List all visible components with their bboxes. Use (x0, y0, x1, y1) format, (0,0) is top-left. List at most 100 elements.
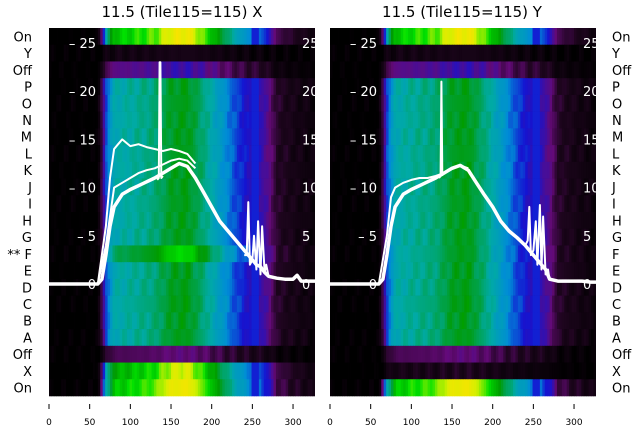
heatmap-cell (163, 329, 167, 347)
heatmap-cell (351, 228, 355, 246)
heatmap-cell (505, 44, 509, 62)
heatmap-cell (530, 178, 533, 196)
heatmap-cell (403, 94, 407, 112)
heatmap-cell (442, 44, 446, 62)
heatmap-cell (430, 228, 433, 246)
heatmap-cell (307, 228, 311, 246)
heatmap-cell (51, 145, 55, 163)
heatmap-cell (107, 362, 111, 380)
heatmap-cell (532, 362, 536, 380)
heatmap-cell (351, 145, 355, 163)
heatmap-cell (124, 145, 128, 163)
heatmap-cell (232, 212, 235, 230)
heatmap-cell (151, 78, 155, 96)
heatmap-cell (56, 195, 60, 213)
series-line-spike (438, 80, 445, 179)
heatmap-cell (290, 128, 294, 146)
heatmap-cell (381, 278, 385, 296)
heatmap-cell (90, 278, 94, 296)
heatmap-cell (476, 44, 480, 62)
heatmap-cell (210, 329, 213, 347)
heatmap-cell (410, 61, 414, 79)
heatmap-cell (400, 312, 404, 330)
heatmap-cell (92, 312, 96, 330)
heatmap-cell (349, 228, 353, 246)
heatmap-cell (359, 111, 363, 129)
heatmap-cell (481, 379, 485, 397)
heatmap-cell (488, 94, 492, 112)
heatmap-cell (185, 278, 189, 296)
heatmap-cell (197, 94, 201, 112)
heatmap-cell (403, 128, 407, 146)
heatmap-cell (227, 78, 230, 96)
heatmap-cell (408, 178, 411, 196)
heatmap-cell (534, 111, 538, 129)
heatmap-cell (288, 178, 291, 196)
heatmap-cell (508, 278, 511, 296)
heatmap-cell (227, 262, 230, 280)
heatmap-cell (156, 278, 160, 296)
heatmap-cell (393, 61, 397, 79)
heatmap-cell (366, 145, 370, 163)
heatmap-cell (395, 161, 399, 179)
heatmap-cell (153, 44, 157, 62)
heatmap-cell (95, 379, 99, 397)
heatmap-cell (271, 128, 274, 146)
heatmap-cell (356, 278, 360, 296)
heatmap-cell (513, 362, 516, 380)
heatmap-cell (559, 94, 563, 112)
heatmap-cell (517, 94, 521, 112)
heatmap-cell (398, 195, 402, 213)
heatmap-cell (342, 379, 346, 397)
heatmap-cell (495, 161, 499, 179)
heatmap-cell (381, 44, 385, 62)
heatmap-cell (408, 78, 411, 96)
heatmap-cell (398, 161, 402, 179)
heatmap-cell (68, 379, 72, 397)
heatmap-cell (124, 128, 128, 146)
heatmap-cell (464, 178, 468, 196)
heatmap-cell (437, 228, 441, 246)
heatmap-cell (444, 128, 448, 146)
heatmap-cell (100, 228, 104, 246)
heatmap-cell (61, 228, 65, 246)
heatmap-cell (469, 145, 472, 163)
heatmap-cell (522, 195, 526, 213)
row-label: L (25, 147, 33, 162)
heatmap-cell (66, 195, 69, 213)
heatmap-cell (78, 111, 82, 129)
heatmap-cell (564, 111, 568, 129)
heatmap-cell (552, 145, 555, 163)
heatmap-cell (478, 312, 482, 330)
heatmap-cell (285, 195, 289, 213)
heatmap-cell (214, 111, 218, 129)
heatmap-cell (66, 345, 69, 363)
heatmap-cell (559, 111, 563, 129)
heatmap-cell (364, 195, 368, 213)
heatmap-cell (251, 128, 255, 146)
heatmap-cell (302, 61, 306, 79)
heatmap-cell (78, 145, 82, 163)
heatmap-cell (288, 329, 291, 347)
heatmap-cell (593, 278, 597, 296)
heatmap-cell (373, 262, 377, 280)
heatmap-cell (400, 245, 404, 263)
heatmap-cell (522, 28, 526, 46)
heatmap-cell (151, 312, 155, 330)
heatmap-cell (461, 212, 465, 230)
heatmap-cell (266, 178, 270, 196)
y-tick-label: – 5 (358, 230, 377, 245)
heatmap-cell (92, 28, 96, 46)
heatmap-cell (393, 94, 397, 112)
heatmap-cell (571, 312, 575, 330)
heatmap-cell (525, 329, 529, 347)
heatmap-cell (256, 128, 260, 146)
heatmap-cell (266, 61, 270, 79)
heatmap-cell (58, 161, 62, 179)
heatmap-cell (442, 128, 446, 146)
heatmap-cell (542, 329, 546, 347)
heatmap-cell (405, 245, 409, 263)
heatmap-cell (114, 329, 118, 347)
heatmap-cell (249, 145, 252, 163)
heatmap-cell (461, 145, 465, 163)
